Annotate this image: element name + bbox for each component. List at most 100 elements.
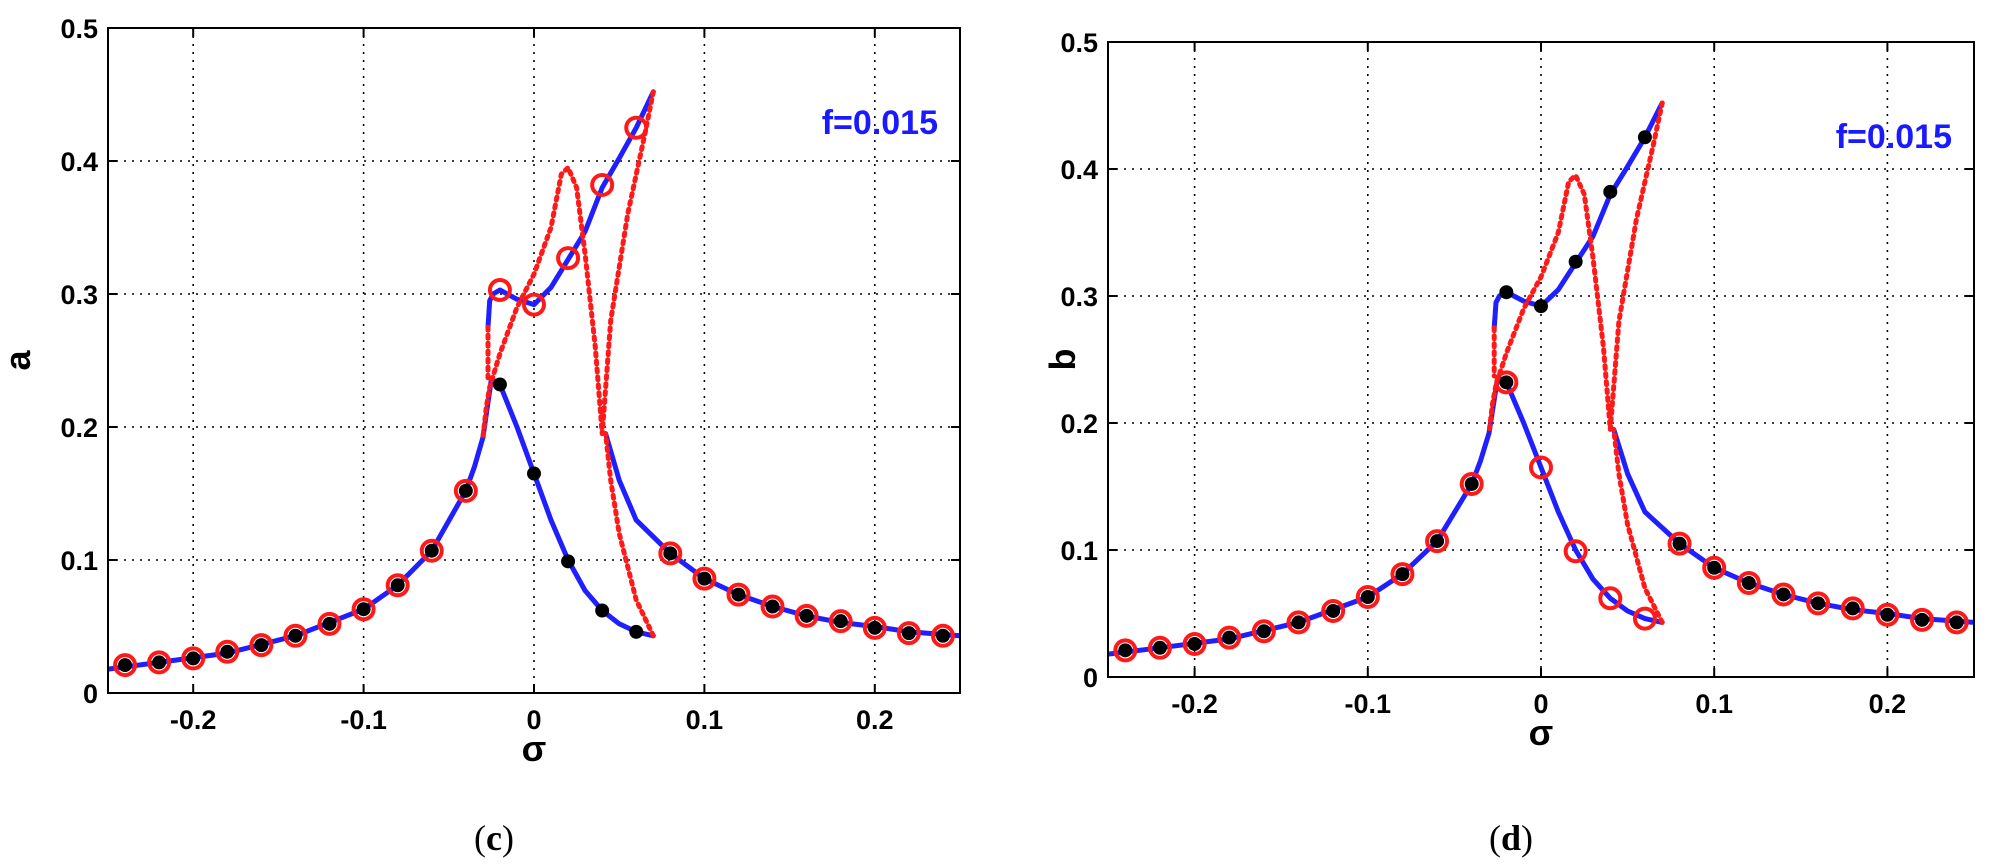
panel-c-marker-ring bbox=[828, 609, 853, 634]
panel-d-marker-dot bbox=[1603, 184, 1618, 199]
panel-d-marker-dot bbox=[1845, 601, 1860, 616]
panel-c-x-axis-label: σ bbox=[522, 728, 547, 769]
panel-c-marker-dot bbox=[424, 543, 439, 558]
panel-d-marker-dot bbox=[1499, 375, 1514, 390]
panel-c-y-tick-label: 0.4 bbox=[60, 147, 98, 177]
panel-d-data-marker bbox=[1321, 598, 1346, 623]
panel-d-marker-ring bbox=[1736, 571, 1761, 596]
panel-c-caption: (c) bbox=[474, 818, 514, 858]
panel-c-marker-ring bbox=[556, 246, 581, 271]
panel-d-data-marker bbox=[1563, 539, 1588, 564]
panel-d-data-marker bbox=[1910, 607, 1935, 632]
panel-c-marker-dot bbox=[492, 377, 507, 392]
panel-d-marker-ring bbox=[1667, 531, 1692, 556]
panel-c-x-tick-label: 0 bbox=[526, 705, 541, 735]
panel-d-marker-ring bbox=[1910, 607, 1935, 632]
panel-d-marker-dot bbox=[1464, 476, 1479, 491]
panel-d-data-marker bbox=[1499, 285, 1514, 300]
panel-d-marker-dot bbox=[1534, 299, 1548, 314]
panel-c-marker-ring bbox=[487, 278, 512, 303]
panel-d-y-tick-label: 0.2 bbox=[1060, 409, 1098, 439]
panel-c-marker-dot bbox=[186, 651, 201, 666]
panel-d-y-tick-label: 0.3 bbox=[1060, 282, 1098, 312]
panel-d-marker-ring bbox=[1286, 610, 1311, 635]
panel-d-marker-dot bbox=[1152, 640, 1167, 655]
panel-d-y-ticks: 0 0.1 0.2 0.3 0.4 0.5 bbox=[1060, 28, 1974, 693]
panel-c-marker-ring bbox=[862, 615, 887, 640]
panel-c-marker-dot bbox=[935, 628, 950, 643]
panel-d-marker-ring bbox=[1355, 584, 1380, 609]
panel-d-marker-ring bbox=[1147, 635, 1172, 660]
panel-c-marker-dot bbox=[867, 620, 882, 635]
panel-c-data-marker bbox=[492, 377, 507, 392]
panel-c-data-marker bbox=[692, 566, 717, 591]
panel-d-marker-dot bbox=[1672, 536, 1687, 551]
panel-c-data-marker bbox=[522, 292, 546, 317]
panel-c-marker-dot bbox=[220, 644, 235, 659]
panel-c-data-marker bbox=[726, 582, 751, 607]
panel-d-marker-dot bbox=[1118, 643, 1133, 658]
panel-d-data-marker bbox=[1355, 584, 1380, 609]
panel-d-marker-ring bbox=[1702, 555, 1727, 580]
panel-c-data-marker bbox=[556, 246, 581, 271]
panel-d-marker-ring bbox=[1529, 455, 1553, 480]
panel-d-marker-ring bbox=[1632, 606, 1657, 631]
panel-c-marker-dot bbox=[458, 483, 473, 498]
panel-d-markers bbox=[1113, 130, 1969, 663]
panel-d-marker-dot bbox=[1395, 567, 1410, 582]
panel-d-data-marker bbox=[1568, 254, 1583, 269]
panel-d-marker-ring bbox=[1598, 586, 1623, 611]
panel-c-series-unstable-branch bbox=[480, 89, 656, 441]
panel-d-caption-letter: d bbox=[1501, 818, 1521, 858]
panel-c-marker-ring bbox=[760, 594, 785, 619]
panel-d-marker-ring bbox=[1459, 471, 1484, 496]
panel-c-marker-dot bbox=[731, 587, 746, 602]
panel-c-marker-ring bbox=[896, 621, 921, 646]
panel-c-marker-ring bbox=[453, 478, 478, 503]
panel-c-data-marker bbox=[595, 603, 610, 618]
panel-c-data-marker bbox=[283, 623, 308, 648]
panel-c-data-marker bbox=[419, 538, 444, 563]
panel-c-marker-ring bbox=[113, 653, 138, 678]
panel-c-x-tick-label: 0.2 bbox=[856, 705, 894, 735]
panel-c-marker-ring bbox=[385, 573, 410, 598]
panel-d-data-marker bbox=[1771, 582, 1796, 607]
panel-d-data-marker bbox=[1494, 370, 1519, 395]
panel-c-marker-dot bbox=[833, 614, 848, 629]
panel-d-data-marker bbox=[1667, 531, 1692, 556]
panel-c-data-marker bbox=[590, 172, 615, 197]
panel-c-data-marker bbox=[624, 115, 649, 140]
panel-d-marker-dot bbox=[1637, 130, 1652, 145]
panel-c-data-marker bbox=[760, 594, 785, 619]
panel-c-marker-dot bbox=[118, 658, 133, 673]
panel-d-marker-dot bbox=[1256, 624, 1271, 639]
panel-d-marker-ring bbox=[1806, 591, 1831, 616]
panel-d-marker-dot bbox=[1880, 607, 1895, 622]
panel-d-x-tick-label: 0.2 bbox=[1869, 689, 1907, 719]
panel-c-x-tick-label: -0.2 bbox=[170, 705, 217, 735]
panel-c-marker-ring bbox=[283, 623, 308, 648]
panel-d-series-stable-branch-upper bbox=[1491, 100, 1665, 331]
panel-c-marker-ring bbox=[147, 650, 172, 675]
panel-d: -0.2 -0.1 0 0.1 0.2 0 0.1 0.2 0.3 0.4 0.5 σ b f=0… bbox=[1042, 28, 1975, 858]
panel-c-data-marker bbox=[317, 611, 342, 636]
panel-c-marker-dot bbox=[799, 608, 814, 623]
panel-d-caption: (d) bbox=[1489, 818, 1533, 858]
panel-d-x-tick-label: -0.1 bbox=[1345, 689, 1392, 719]
panel-d-marker-dot bbox=[1707, 560, 1722, 575]
panel-d-data-marker bbox=[1944, 610, 1969, 635]
panel-d-y-tick-label: 0.5 bbox=[1060, 28, 1098, 58]
panel-d-marker-ring bbox=[1771, 582, 1796, 607]
panel-d-marker-ring bbox=[1494, 370, 1519, 395]
panel-c-data-marker bbox=[487, 278, 512, 303]
panel-d-x-ticks: -0.2 -0.1 0 0.1 0.2 bbox=[1171, 42, 1906, 719]
panel-d-marker-dot bbox=[1568, 254, 1583, 269]
panel-c-data-marker bbox=[351, 597, 376, 622]
panel-c-data-marker bbox=[249, 633, 274, 658]
panel-c-series-stable-branch-upper bbox=[485, 89, 656, 330]
panel-c-marker-dot bbox=[663, 546, 678, 561]
panel-c-marker-dot bbox=[288, 628, 303, 643]
panel-d-marker-dot bbox=[1915, 612, 1930, 627]
panel-c-data-marker bbox=[453, 478, 478, 503]
